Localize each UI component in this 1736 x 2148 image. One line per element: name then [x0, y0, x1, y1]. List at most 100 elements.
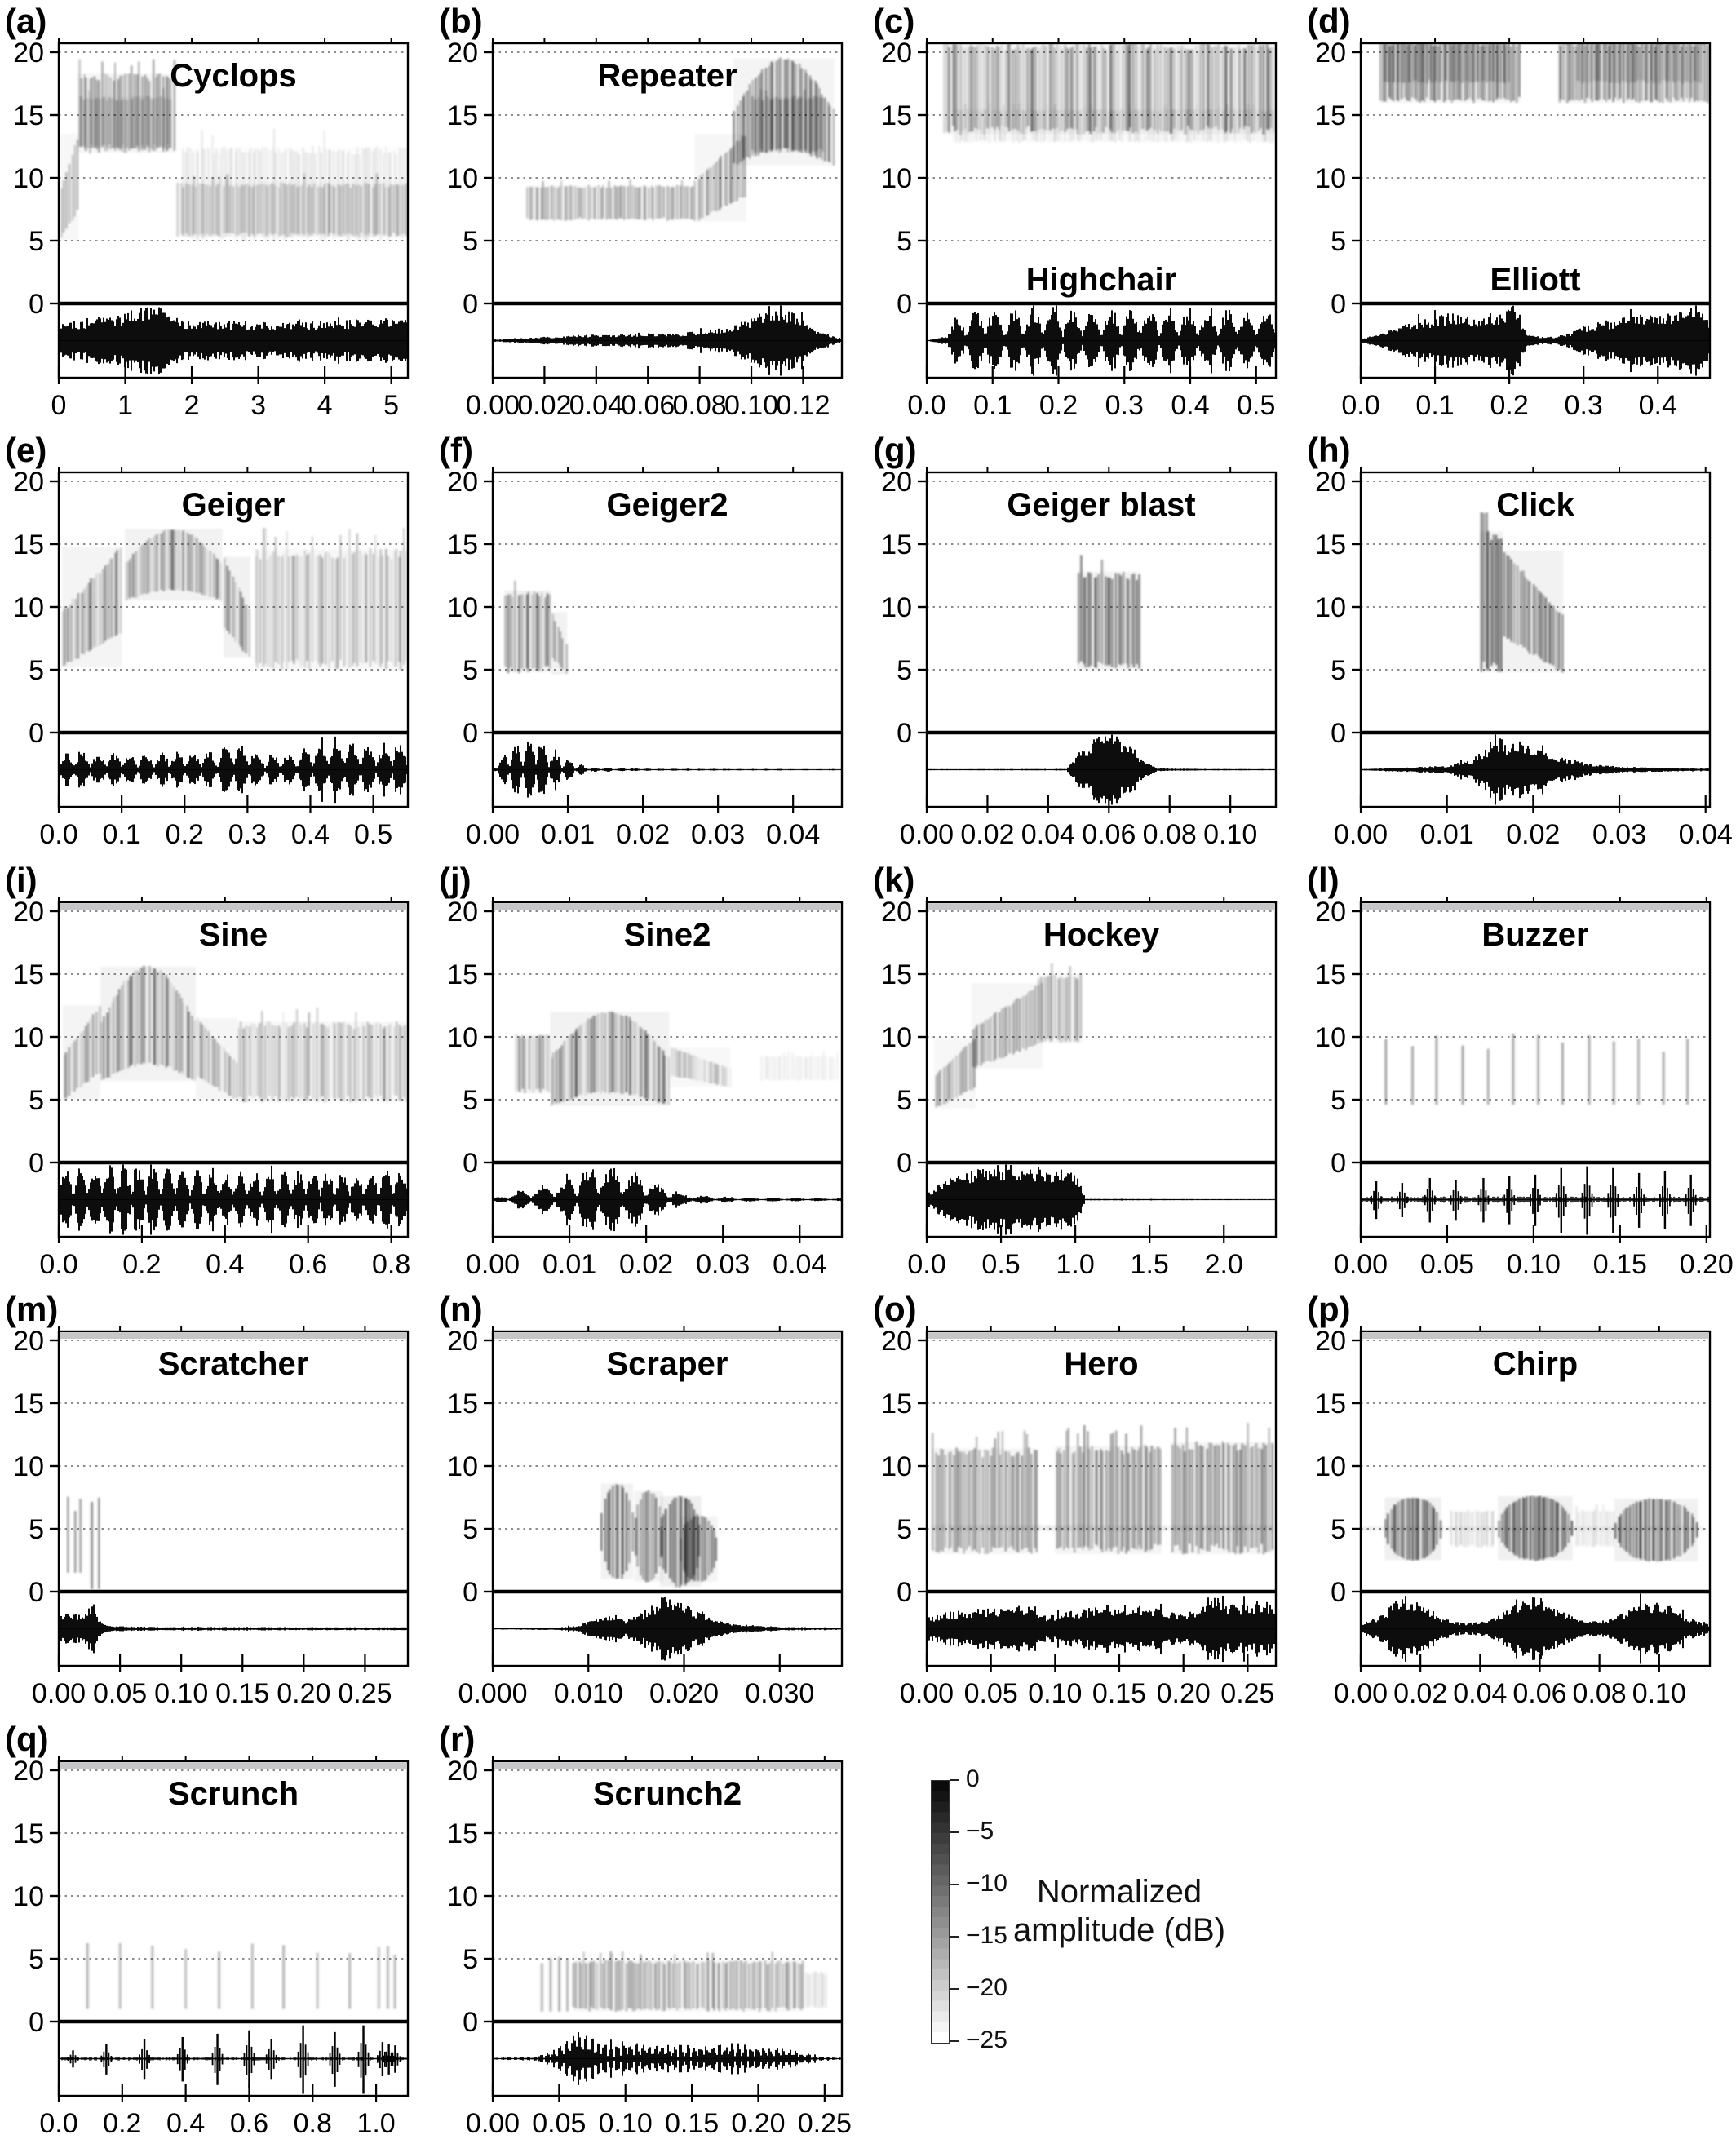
waveform-content	[927, 735, 1276, 805]
panel-title: Cyclops	[170, 58, 297, 94]
y-tick-label: 5	[29, 1944, 44, 1975]
x-tick-label: 0.15	[665, 2108, 719, 2139]
y-tick-label: 10	[1315, 163, 1346, 194]
y-tick-label: 15	[881, 959, 912, 990]
y-tick-label: 5	[29, 655, 44, 686]
y-tick-label: 20	[1315, 897, 1346, 928]
y-tick-label: 20	[13, 38, 44, 69]
waveform-content	[1361, 735, 1710, 805]
y-tick-label: 15	[881, 1388, 912, 1419]
x-tick-label: 0.2	[1490, 390, 1528, 421]
x-tick-label: 0.08	[673, 390, 727, 421]
x-tick-label: 0.10	[724, 390, 778, 421]
x-tick-label: 0.3	[1565, 390, 1603, 421]
y-tick-label: 5	[897, 1514, 912, 1545]
panel-b: (b)Repeater201510500.000.020.040.060.080…	[434, 0, 868, 430]
y-tick-label: 5	[1331, 655, 1346, 686]
x-tick-label: 0.08	[1573, 1678, 1627, 1709]
top-strip	[60, 1333, 406, 1339]
panel-label: (n)	[439, 1290, 483, 1328]
x-tick-label: 1.0	[356, 2108, 395, 2139]
colorbar-tick-label: −20	[966, 1974, 1008, 2002]
y-tick-label: 5	[29, 1514, 44, 1545]
x-tick-label: 0.5	[981, 1249, 1020, 1280]
x-tick-label: 0.1	[973, 390, 1012, 421]
x-tick-label: 0.10	[1028, 1678, 1082, 1709]
top-strip	[60, 1763, 406, 1769]
x-tick-label: 0.00	[1334, 1249, 1388, 1280]
y-tick-label: 0	[463, 1148, 478, 1179]
x-tick-label: 1	[117, 390, 133, 421]
x-tick-label: 0.0	[39, 1249, 78, 1280]
panel-title: Sine2	[624, 917, 711, 953]
y-tick-label: 0	[1331, 1148, 1346, 1179]
panel-title: Scrunch2	[593, 1776, 742, 1812]
waveform-content	[493, 1168, 842, 1231]
y-tick-label: 10	[13, 1022, 44, 1053]
x-tick-label: 2.0	[1205, 1249, 1243, 1280]
waveform-content	[59, 737, 408, 803]
y-tick-label: 5	[463, 655, 478, 686]
y-tick-label: 0	[1331, 718, 1346, 749]
colorbar-tick-label: −5	[966, 1818, 994, 1845]
x-tick-label: 5	[383, 390, 399, 421]
y-tick-label: 5	[897, 1085, 912, 1116]
x-tick-label: 0.0	[907, 390, 946, 421]
x-tick-label: 0.2	[1039, 390, 1078, 421]
y-tick-label: 0	[463, 1577, 478, 1608]
waveform-content	[493, 1597, 842, 1660]
waveform-content	[927, 1165, 1276, 1235]
panel-label: (i)	[5, 861, 38, 899]
x-tick-label: 0.04	[569, 390, 623, 421]
panel-label: (g)	[873, 431, 917, 469]
x-tick-label: 0.01	[542, 1249, 596, 1280]
panel-label: (c)	[873, 2, 914, 40]
y-tick-label: 10	[447, 1451, 478, 1482]
x-tick-label: 0.00	[900, 1678, 954, 1709]
y-tick-label: 15	[1315, 529, 1346, 560]
x-tick-label: 0.020	[649, 1678, 719, 1709]
panel-label: (b)	[439, 2, 483, 40]
y-tick-label: 15	[447, 100, 478, 131]
x-tick-label: 0.25	[338, 1678, 392, 1709]
panel-title: Geiger blast	[1007, 487, 1195, 523]
y-tick-label: 0	[1331, 1577, 1346, 1608]
top-strip	[928, 1333, 1274, 1339]
y-tick-label: 15	[881, 100, 912, 131]
spectrogram-content	[1380, 41, 1708, 104]
panel-title: Repeater	[597, 58, 737, 94]
x-tick-label: 0.01	[541, 819, 595, 850]
panel-title: Geiger2	[607, 487, 728, 523]
y-tick-label: 15	[13, 1388, 44, 1419]
x-tick-label: 0.8	[372, 1249, 410, 1280]
y-tick-label: 20	[447, 38, 478, 69]
x-tick-label: 0.0	[907, 1249, 946, 1280]
x-tick-label: 0.4	[166, 2108, 205, 2139]
y-tick-label: 15	[1315, 1388, 1346, 1419]
y-tick-label: 0	[29, 718, 44, 749]
x-tick-label: 0.03	[696, 1249, 750, 1280]
y-tick-label: 20	[447, 1326, 478, 1357]
y-tick-label: 5	[29, 226, 44, 257]
colorbar-tick	[950, 1779, 959, 1781]
y-tick-label: 20	[1315, 1326, 1346, 1357]
colorbar-title-line1: Normalized	[1037, 1874, 1202, 1910]
y-tick-label: 0	[29, 2007, 44, 2038]
x-tick-label: 0.04	[773, 1249, 826, 1280]
x-tick-label: 0.4	[1639, 390, 1677, 421]
colorbar-tick-label: −15	[966, 1922, 1008, 1950]
x-tick-label: 0.04	[1021, 819, 1075, 850]
x-tick-label: 0.20	[731, 2108, 785, 2139]
y-tick-label: 15	[13, 1818, 44, 1849]
y-tick-label: 0	[463, 289, 478, 320]
x-tick-label: 0.1	[102, 819, 140, 850]
x-tick-label: 0.0	[1341, 390, 1380, 421]
x-tick-label: 0.05	[1420, 1249, 1474, 1280]
x-tick-label: 0.05	[93, 1678, 147, 1709]
